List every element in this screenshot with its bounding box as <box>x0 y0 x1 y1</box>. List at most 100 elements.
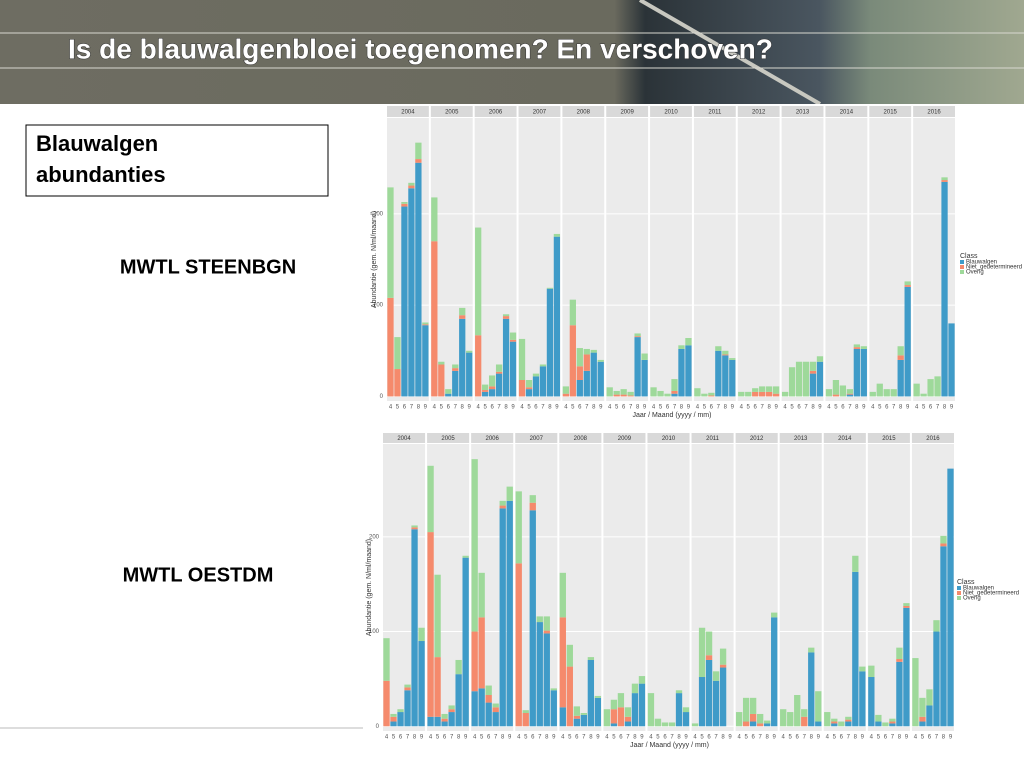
x-tick-label: 5 <box>436 735 440 741</box>
x-tick-label: 4 <box>649 735 653 741</box>
bar-segment <box>919 697 926 717</box>
bar-segment <box>845 719 852 722</box>
bar-segment <box>415 162 422 397</box>
bar-segment <box>418 641 425 727</box>
facet-label: 2005 <box>441 436 455 442</box>
bar-segment <box>562 393 570 397</box>
x-tick-label: 7 <box>410 405 414 411</box>
bar-segment <box>488 389 496 397</box>
x-tick-label: 5 <box>789 735 793 741</box>
panel <box>735 444 778 731</box>
bar-segment <box>788 367 796 397</box>
y-tick-label: 100 <box>369 629 380 635</box>
bar-segment <box>638 683 646 727</box>
bar-segment <box>634 336 641 338</box>
bar-segment <box>678 345 685 349</box>
bar-segment <box>664 393 671 397</box>
bar-segment <box>757 713 764 724</box>
panel <box>427 444 470 731</box>
bar-segment <box>853 348 860 397</box>
x-tick-label: 6 <box>841 405 845 411</box>
bar-segment <box>816 361 824 397</box>
bar-segment <box>742 697 750 722</box>
x-tick-label: 5 <box>396 405 400 411</box>
panel <box>559 444 602 731</box>
bar-segment <box>509 341 517 397</box>
x-tick-label: 6 <box>578 405 582 411</box>
x-tick-label: 7 <box>848 405 852 411</box>
bar-segment <box>624 707 632 717</box>
panel <box>911 444 954 731</box>
x-tick-label: 5 <box>480 735 484 741</box>
bar-segment <box>445 389 452 394</box>
x-tick-label: 9 <box>728 735 732 741</box>
bar-segment <box>705 631 713 656</box>
bar-segment <box>846 393 854 395</box>
x-tick-label: 6 <box>751 735 755 741</box>
bar-segment <box>766 391 773 397</box>
bar-segment <box>808 652 815 727</box>
bar-segment <box>415 159 422 163</box>
bar-segment <box>650 387 657 397</box>
panel <box>779 444 822 731</box>
bar-segment <box>685 338 692 346</box>
bar-segment <box>933 620 940 632</box>
bar-segment <box>418 627 425 642</box>
bar-segment <box>448 705 455 710</box>
bar-segment <box>749 697 757 714</box>
bar-segment <box>550 690 557 727</box>
bar-segment <box>764 720 771 724</box>
bar-segment <box>471 631 478 692</box>
label-box <box>25 124 329 197</box>
facet-strip <box>781 106 824 117</box>
bar-segment <box>613 394 620 397</box>
x-tick-label: 4 <box>517 735 521 741</box>
bar-segment <box>509 332 517 340</box>
bar-segment <box>940 543 947 547</box>
facet-strip <box>471 433 514 443</box>
bar-segment <box>831 718 838 722</box>
bar-segment <box>522 710 529 714</box>
x-tick-label: 5 <box>747 405 751 411</box>
bar-segment <box>478 572 485 618</box>
bar-segment <box>594 695 602 698</box>
bar-segment <box>831 723 838 727</box>
bar-segment <box>452 370 459 397</box>
x-tick-label: 8 <box>417 405 421 411</box>
bar-segment <box>759 386 766 392</box>
bar-segment <box>546 287 554 289</box>
bar-segment <box>624 716 632 722</box>
bar-segment <box>712 680 720 727</box>
y-tick-label: 200 <box>369 534 380 540</box>
panel <box>913 118 955 401</box>
bar-segment <box>941 177 948 181</box>
x-tick-label: 6 <box>443 735 447 741</box>
facet-strip <box>603 433 646 443</box>
legend-title: Class <box>960 253 978 260</box>
panel <box>647 444 690 731</box>
bar-segment <box>408 185 415 189</box>
bar-segment <box>889 718 896 722</box>
bar-segment <box>890 389 897 397</box>
bar-segment <box>808 647 815 653</box>
panel <box>603 444 646 731</box>
bar-segment <box>897 359 904 397</box>
bar-segment <box>610 723 618 727</box>
legend-label: Overig <box>966 270 984 276</box>
x-tick-label: 4 <box>826 735 830 741</box>
x-tick-label: 7 <box>629 405 633 411</box>
panel <box>781 118 824 401</box>
bar-segment <box>397 712 404 727</box>
bar-segment <box>617 693 625 708</box>
bar-segment <box>559 707 566 727</box>
x-tick-label: 9 <box>905 735 909 741</box>
x-tick-label: 6 <box>531 735 535 741</box>
bar-segment <box>620 389 627 395</box>
bar-segment <box>904 285 911 287</box>
bar-segment <box>654 718 662 727</box>
x-tick-label: 8 <box>767 405 771 411</box>
legend-swatch <box>957 591 961 595</box>
x-tick-label: 4 <box>605 735 609 741</box>
bar-segment <box>539 364 547 367</box>
